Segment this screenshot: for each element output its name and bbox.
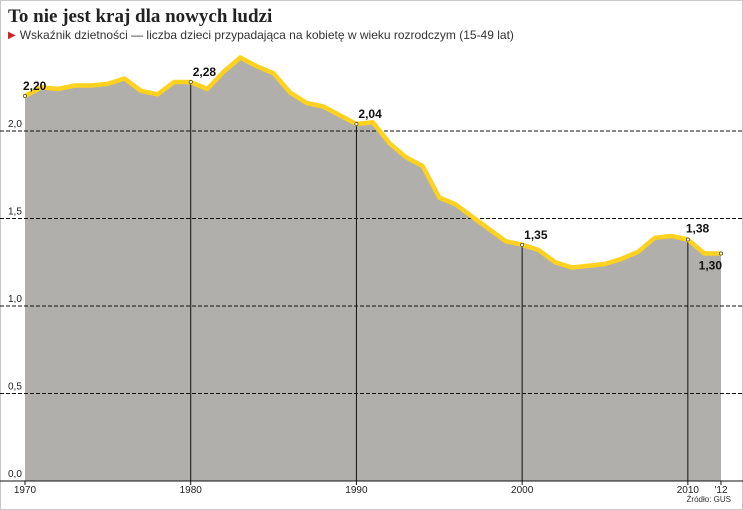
annotation-dot bbox=[520, 242, 525, 247]
data-point bbox=[322, 105, 325, 108]
data-point bbox=[670, 235, 673, 237]
data-point bbox=[156, 93, 159, 96]
annotation-dot bbox=[23, 94, 27, 98]
data-point bbox=[272, 72, 275, 75]
data-point bbox=[339, 114, 341, 117]
data-point bbox=[223, 70, 225, 73]
y-tick-label: 2,0 bbox=[8, 119, 22, 130]
data-point bbox=[123, 77, 126, 80]
data-label: 1,35 bbox=[524, 228, 548, 242]
data-point bbox=[537, 249, 540, 251]
data-point bbox=[73, 84, 76, 87]
annotation-dot bbox=[188, 80, 193, 84]
data-point bbox=[620, 258, 623, 260]
y-tick-label: 1,0 bbox=[8, 294, 22, 305]
x-tick-label: '12 bbox=[714, 485, 727, 496]
data-point bbox=[587, 265, 590, 267]
data-point bbox=[637, 251, 639, 253]
data-point bbox=[40, 86, 43, 89]
x-tick-label: 2010 bbox=[677, 485, 700, 496]
data-point bbox=[90, 84, 93, 87]
data-label: 2,04 bbox=[358, 107, 382, 121]
data-label: 1,30 bbox=[699, 259, 723, 273]
data-point bbox=[438, 196, 441, 199]
annotation-dot bbox=[719, 251, 723, 256]
data-point bbox=[604, 263, 606, 265]
data-label: 1,38 bbox=[686, 222, 710, 236]
x-tick-label: 1990 bbox=[345, 485, 368, 496]
source-note: Źródło: GUS bbox=[686, 495, 731, 504]
x-tick-label: 1970 bbox=[14, 485, 37, 496]
data-point bbox=[239, 56, 242, 59]
data-label: 2,20 bbox=[23, 79, 47, 93]
data-point bbox=[206, 88, 209, 90]
reference-lines bbox=[190, 82, 689, 481]
data-point bbox=[471, 216, 474, 218]
y-tick-label: 0,5 bbox=[8, 382, 22, 393]
chart-subtitle: ▶ Wskaźnik dzietności — liczba dzieci prz… bbox=[8, 28, 514, 42]
data-label: 2,28 bbox=[193, 65, 217, 79]
data-point bbox=[173, 81, 175, 83]
data-point bbox=[107, 83, 109, 85]
data-point bbox=[388, 142, 391, 145]
data-point bbox=[554, 261, 557, 264]
data-point bbox=[571, 266, 573, 269]
x-tick-label: 2000 bbox=[511, 485, 534, 496]
data-point bbox=[653, 237, 656, 239]
grid-layer bbox=[0, 130, 743, 485]
data-point bbox=[289, 91, 291, 94]
data-point bbox=[488, 228, 490, 230]
data-point bbox=[57, 88, 59, 90]
data-area bbox=[25, 57, 721, 481]
data-point bbox=[504, 240, 507, 242]
data-point bbox=[455, 203, 457, 206]
x-tick-label: 1980 bbox=[180, 485, 203, 496]
data-point bbox=[372, 121, 374, 124]
chart-title: To nie jest kraj dla nowych ludzi bbox=[8, 6, 273, 27]
data-point bbox=[140, 90, 142, 92]
y-tick-label: 1,5 bbox=[8, 207, 22, 218]
data-point bbox=[703, 252, 706, 255]
annotation-dot bbox=[354, 122, 359, 126]
y-tick-label: 0,0 bbox=[8, 469, 22, 480]
data-point bbox=[256, 65, 258, 68]
area-layer bbox=[25, 57, 721, 481]
data-point bbox=[305, 102, 308, 104]
annotation-dot bbox=[685, 237, 690, 242]
triangle-marker-icon: ▶ bbox=[8, 30, 16, 41]
data-point bbox=[405, 156, 407, 159]
label-layer: 0,0 0,5 1,0 1,5 2,0 1970 1980 1990 2000 2010 '12 2,… bbox=[8, 65, 728, 496]
subtitle-text: Wskaźnik dzietności — liczba dzieci przy… bbox=[19, 28, 514, 42]
data-point bbox=[421, 165, 424, 167]
